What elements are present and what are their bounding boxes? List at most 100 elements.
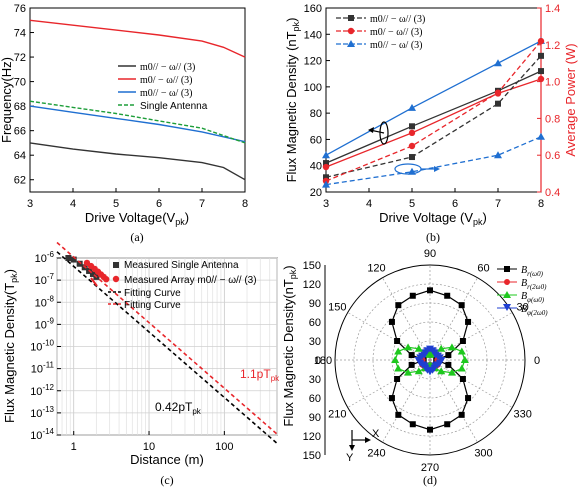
- c-xtick-label: 10: [143, 441, 155, 453]
- d-radial-label: 150: [303, 260, 321, 272]
- a-series-line-1: [29, 19, 246, 58]
- d-series-2-point: [394, 347, 403, 355]
- d-series-0-point: [409, 292, 416, 299]
- c-xtick-label: 1: [71, 441, 77, 453]
- d-series-0-point: [408, 361, 415, 368]
- panel-a: Frequency(Hz) Drive Voltage(Vpk) (a) 3 4 5…: [0, 3, 248, 244]
- b-series-4-point: [537, 37, 545, 45]
- d-axis-y-label: Y: [346, 452, 354, 464]
- b-legend-label-2: m0// − ω/ (3): [370, 40, 423, 51]
- b-ytick-label: 80: [310, 108, 322, 120]
- d-legend-marker-2: [503, 291, 511, 298]
- panel-d-ylabel: Flux Magnetic Density(nTpk): [281, 265, 298, 426]
- d-series-3-point: [437, 357, 446, 364]
- d-radial-label: 120: [303, 279, 321, 291]
- a-ytick-label: 66: [14, 126, 26, 138]
- d-angle-label: 210: [328, 409, 346, 421]
- d-series-2-point: [447, 368, 456, 376]
- b-xtick-label: 7: [495, 198, 501, 210]
- a-xtick-label: 8: [242, 198, 248, 210]
- d-series-0-point: [409, 421, 416, 428]
- panel-c-legend: Measured Single Antenna Measured Array m…: [108, 260, 257, 311]
- b-ytick-label: 160: [304, 3, 322, 15]
- b-y2tick-label: 0.8: [545, 113, 560, 125]
- c-ytick-label: 10-11: [31, 361, 55, 376]
- c-ytick-label: 10-10: [30, 339, 54, 354]
- d-radial-label: 120: [303, 431, 321, 443]
- d-axis-x-arrowhead: [365, 437, 371, 443]
- b-series-1-point: [537, 75, 545, 83]
- b-legend-marker-2: [347, 40, 355, 47]
- b-xtick-label: 6: [452, 198, 458, 210]
- b-series-5-point: [537, 132, 545, 140]
- c-legend-marker-1: [112, 275, 120, 283]
- d-radial-label: 60: [309, 317, 321, 329]
- d-series-0-point: [427, 287, 433, 294]
- c-ytick-label: 10-14: [30, 427, 54, 442]
- d-series-2-point: [437, 367, 446, 375]
- b-y2tick-label: 1.4: [545, 3, 560, 15]
- d-legend-label-0: Br(ω0): [521, 265, 544, 278]
- c-ytick-label: 10-9: [35, 316, 55, 331]
- d-series-0-point: [388, 395, 395, 402]
- b-series-0-point: [323, 160, 329, 167]
- d-series-0-point: [394, 376, 401, 382]
- a-xtick-label: 4: [70, 198, 76, 210]
- d-series-2-point: [404, 343, 413, 351]
- d-grid-spoke: [347, 359, 431, 408]
- b-series-0-point: [409, 123, 415, 130]
- a-series-line-2: [29, 105, 246, 143]
- a-legend-label-3: Single Antenna: [140, 101, 208, 112]
- b-series-5-point: [322, 180, 330, 188]
- d-series-0-point: [395, 411, 402, 418]
- a-series-line-3: [29, 100, 246, 144]
- d-series-2-point: [460, 356, 469, 363]
- b-series-line-0: [325, 70, 542, 164]
- d-grid-ring: [334, 264, 526, 456]
- panel-c-caption: (c): [160, 473, 173, 487]
- a-xtick-label: 5: [113, 198, 119, 210]
- b-ytick-label: 60: [310, 134, 322, 146]
- panel-c: Flux Magnetic Density(Tpk) Distance (m) …: [2, 241, 280, 487]
- d-angle-label: 270: [421, 462, 439, 474]
- b-legend-marker-0: [348, 15, 354, 21]
- d-series-2-point: [394, 364, 403, 372]
- a-ytick-label: 70: [14, 77, 26, 89]
- d-series-2-point: [457, 364, 466, 372]
- d-series-2-point: [447, 343, 456, 351]
- panel-d: Flux Magnetic Density(nTpk) (d) 0 30 60 90 1…: [281, 248, 548, 487]
- d-radial-label: 0: [315, 355, 321, 367]
- c-ytick-label: 10-7: [35, 272, 55, 287]
- b-ytick-label: 40: [310, 161, 322, 173]
- b-series-1-point: [322, 163, 330, 171]
- panel-a-legend: m0// − ω// (3) m0/ − ω// (3) m0// − ω/ (…: [118, 62, 208, 112]
- panel-d-legend: Br(ω0) Br(2ω0) Bφ(ω0) Bφ(2ω0): [497, 265, 548, 317]
- panel-b-y2label: Average Power (W): [563, 43, 578, 156]
- a-legend-label-0: m0// − ω// (3): [140, 62, 195, 73]
- panel-d-caption: (d): [423, 473, 437, 487]
- a-ytick-label: 72: [14, 52, 26, 64]
- b-y2tick-label: 0.6: [545, 150, 560, 162]
- b-right-axis-arrowhead: [434, 166, 440, 172]
- b-series-0-point: [538, 68, 544, 75]
- d-series-0-point: [445, 352, 452, 359]
- panel-a-ylabel: Frequency(Hz): [0, 57, 14, 143]
- d-angle-label: 240: [367, 448, 385, 460]
- panel-c-ylabel: Flux Magnetic Density(Tpk): [2, 269, 19, 423]
- panel-a-xlabel: Drive Voltage(Vpk): [85, 210, 189, 227]
- b-series-2-point: [494, 59, 502, 67]
- c-legend-label-3: Fitting Curve: [124, 300, 181, 311]
- d-series-0-point: [388, 318, 395, 325]
- a-legend-label-1: m0/ − ω// (3): [140, 75, 193, 86]
- b-series-4-point: [494, 89, 502, 96]
- d-grid-spoke: [347, 312, 431, 361]
- d-series-0-point: [427, 426, 433, 433]
- c-series-0-point: [76, 260, 83, 267]
- b-series-2-point: [408, 103, 416, 111]
- a-legend-label-2: m0// − ω/ (3): [140, 88, 193, 99]
- c-legend-label-1: Measured Array m0// − ω// (3): [124, 275, 257, 286]
- b-ytick-label: 100: [304, 82, 322, 94]
- d-radial-label: 90: [309, 298, 321, 310]
- b-ytick-label: 20: [310, 187, 322, 199]
